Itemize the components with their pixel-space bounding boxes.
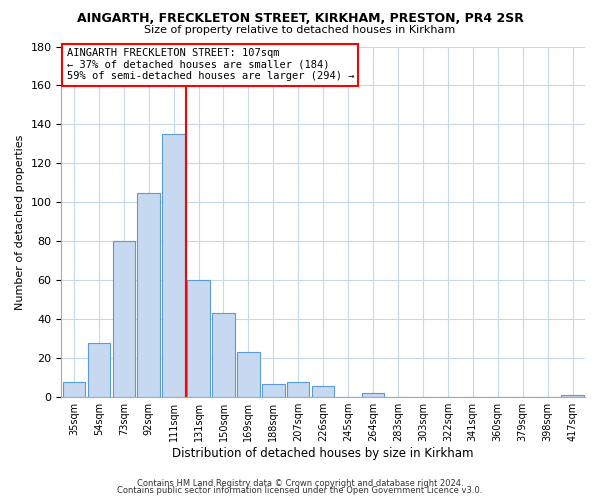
Text: AINGARTH, FRECKLETON STREET, KIRKHAM, PRESTON, PR4 2SR: AINGARTH, FRECKLETON STREET, KIRKHAM, PR… [77,12,523,26]
Text: Size of property relative to detached houses in Kirkham: Size of property relative to detached ho… [145,25,455,35]
Text: Contains public sector information licensed under the Open Government Licence v3: Contains public sector information licen… [118,486,482,495]
Bar [88,342,110,397]
Y-axis label: Number of detached properties: Number of detached properties [15,134,25,310]
Bar [163,134,185,397]
Bar [562,396,584,397]
Bar [262,384,284,397]
Bar [113,242,135,397]
Bar [362,394,384,397]
Bar [237,352,260,397]
Bar [287,382,310,397]
Text: AINGARTH FRECKLETON STREET: 107sqm
← 37% of detached houses are smaller (184)
59: AINGARTH FRECKLETON STREET: 107sqm ← 37%… [67,48,354,82]
Bar [187,280,210,397]
X-axis label: Distribution of detached houses by size in Kirkham: Distribution of detached houses by size … [172,447,474,460]
Text: Contains HM Land Registry data © Crown copyright and database right 2024.: Contains HM Land Registry data © Crown c… [137,478,463,488]
Bar [62,382,85,397]
Bar [137,192,160,397]
Bar [212,314,235,397]
Bar [312,386,334,397]
